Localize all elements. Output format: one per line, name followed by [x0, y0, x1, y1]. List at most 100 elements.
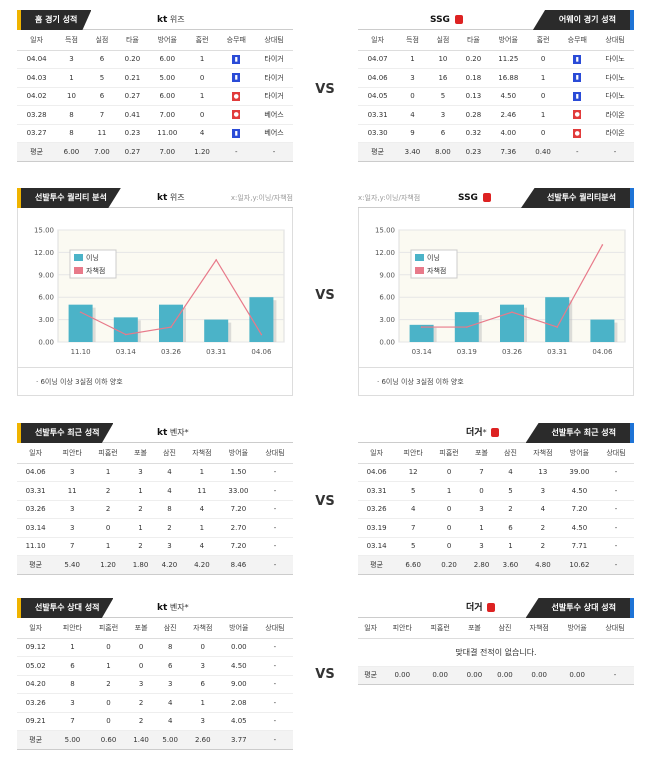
x-tick-label: 11.10 [71, 348, 91, 356]
away-quality-header: x:일자,y:이닝/자책점 SSG 선발투수 퀄리티분석 [358, 188, 634, 208]
home-quality-team: kt 위즈 [157, 193, 185, 203]
win-badge-icon: ▮ [232, 73, 241, 83]
table-cell: 8 [155, 638, 185, 657]
y-tick-label: 6.00 [38, 294, 54, 302]
table-cell: 03.31 [358, 105, 398, 125]
table-cell: - [257, 518, 293, 538]
table-cell: - [257, 481, 293, 501]
table-cell: 타이거 [255, 50, 293, 69]
bar-innings [409, 324, 434, 342]
table-cell: 03.31 [17, 481, 55, 501]
table-cell: ● [558, 105, 597, 125]
table-cell: 03.30 [358, 124, 398, 143]
table-cell: 04.06 [358, 463, 396, 482]
table-cell: 2 [524, 537, 561, 556]
column-header: 방어율 [219, 443, 258, 464]
table-row: 04.06 3 16 0.18 16.88 1 ▮ 다이노 [358, 68, 634, 88]
table-cell: - [598, 537, 634, 556]
table-row: 03.26 3 0 2 4 1 2.08- [17, 693, 293, 713]
ssg-logo-icon-3 [491, 428, 500, 437]
table-cell: 03.26 [17, 500, 55, 519]
table-cell: 1 [527, 105, 559, 125]
table-cell: 03.26 [17, 693, 55, 713]
vs-label-2: VS [315, 288, 335, 303]
x-tick-label: 03.26 [161, 348, 182, 356]
column-header: 일자 [358, 618, 384, 639]
away-pitcher-recent-name: 더거* [466, 423, 501, 443]
table-cell: 1 [126, 518, 155, 538]
away-team-name: SSG [430, 10, 465, 30]
table-cell: 9.00 [220, 675, 257, 694]
table-cell: - [257, 463, 293, 482]
column-header: 실점 [86, 30, 118, 51]
average-cell: 0.00 [520, 666, 559, 685]
average-row: 평균 6.00 7.00 0.27 7.00 1.20- - [17, 142, 293, 162]
column-header: 삼진 [155, 618, 185, 639]
table-cell: 13 [524, 463, 561, 482]
table-cell: 4 [155, 693, 185, 713]
table-cell: 2 [126, 712, 156, 731]
home-pitcher-recent-header: 선발투수 최근 성적 kt 벤자* [17, 423, 293, 443]
table-cell: 11 [86, 124, 118, 143]
table-cell: 1 [186, 87, 218, 106]
column-header: 타율 [458, 30, 489, 51]
win-badge-icon: ▮ [232, 128, 241, 138]
average-cell: 2.60 [184, 730, 221, 750]
table-cell: 0 [431, 463, 468, 482]
table-cell: 3 [54, 463, 91, 482]
table-cell: 0 [467, 481, 496, 501]
table-cell: 11 [183, 481, 220, 501]
table-cell: 7 [395, 518, 432, 538]
table-cell: - [256, 675, 293, 694]
legend-swatch-innings [74, 254, 83, 261]
table-cell: 8 [154, 500, 184, 519]
column-header: 피홈런 [90, 443, 127, 464]
home-pitcher-vs-name: kt 벤자* [157, 603, 189, 613]
average-label: 평균 [17, 142, 57, 162]
table-cell: 09.21 [17, 712, 55, 731]
table-row: 03.28 8 7 0.41 7.00 0 ● 베어스 [17, 105, 293, 125]
table-cell: 1 [56, 68, 87, 88]
table-cell: 5.00 [147, 68, 187, 88]
table-row: 03.14 3 0 1 2 1 2.70- [17, 518, 293, 538]
table-cell: 1 [397, 50, 428, 69]
ssg-logo-icon-4 [487, 603, 496, 612]
table-cell: 0 [90, 518, 127, 538]
table-cell: 7 [467, 463, 496, 482]
away-pitcher-recent-panel: 더거* 선발투수 최근 성적 일자 피안타 피홈런 포볼 삼진 자책점 방어율 상대팀 04.… [358, 423, 634, 575]
table-cell: 2 [154, 518, 184, 538]
column-header: 포볼 [467, 443, 496, 464]
line-point [260, 333, 263, 336]
y-tick-label: 3.00 [38, 316, 54, 324]
y-tick-label: 12.00 [375, 249, 395, 257]
table-row: 03.14 5 0 3 1 2 7.71- [358, 537, 634, 556]
y-tick-label: 0.00 [379, 339, 395, 347]
x-tick-label: 03.19 [457, 348, 477, 356]
column-header: 피안타 [395, 443, 432, 464]
table-cell: 1 [495, 537, 525, 556]
table-cell: 0 [397, 87, 428, 106]
line-point [511, 311, 513, 313]
table-cell: ▮ [217, 124, 256, 143]
vs-label-4: VS [315, 667, 335, 682]
table-row: 03.27 8 11 0.23 11.00 4 ▮ 베어스 [17, 124, 293, 143]
y-tick-label: 6.00 [379, 294, 395, 302]
table-cell: 4 [495, 463, 525, 482]
table-cell: 7.00 [147, 105, 187, 125]
table-cell: 04.06 [358, 68, 398, 88]
table-cell: 11 [54, 481, 91, 501]
bar-innings [68, 304, 93, 342]
average-cell: 3.77 [220, 730, 257, 750]
average-cell: 5.00 [155, 730, 185, 750]
column-header: 자책점 [183, 443, 220, 464]
table-cell: 3 [54, 518, 91, 538]
table-row: 04.02 10 6 0.27 6.00 1 ● 타이거 [17, 87, 293, 106]
average-cell: 3.40 [397, 142, 428, 162]
column-header: 피안타 [54, 443, 91, 464]
average-cell: 8.00 [427, 142, 459, 162]
table-cell: 0.13 [458, 87, 489, 106]
table-cell: 0.27 [117, 87, 148, 106]
x-tick-label: 03.14 [116, 348, 137, 356]
column-header: 자책점 [524, 443, 561, 464]
